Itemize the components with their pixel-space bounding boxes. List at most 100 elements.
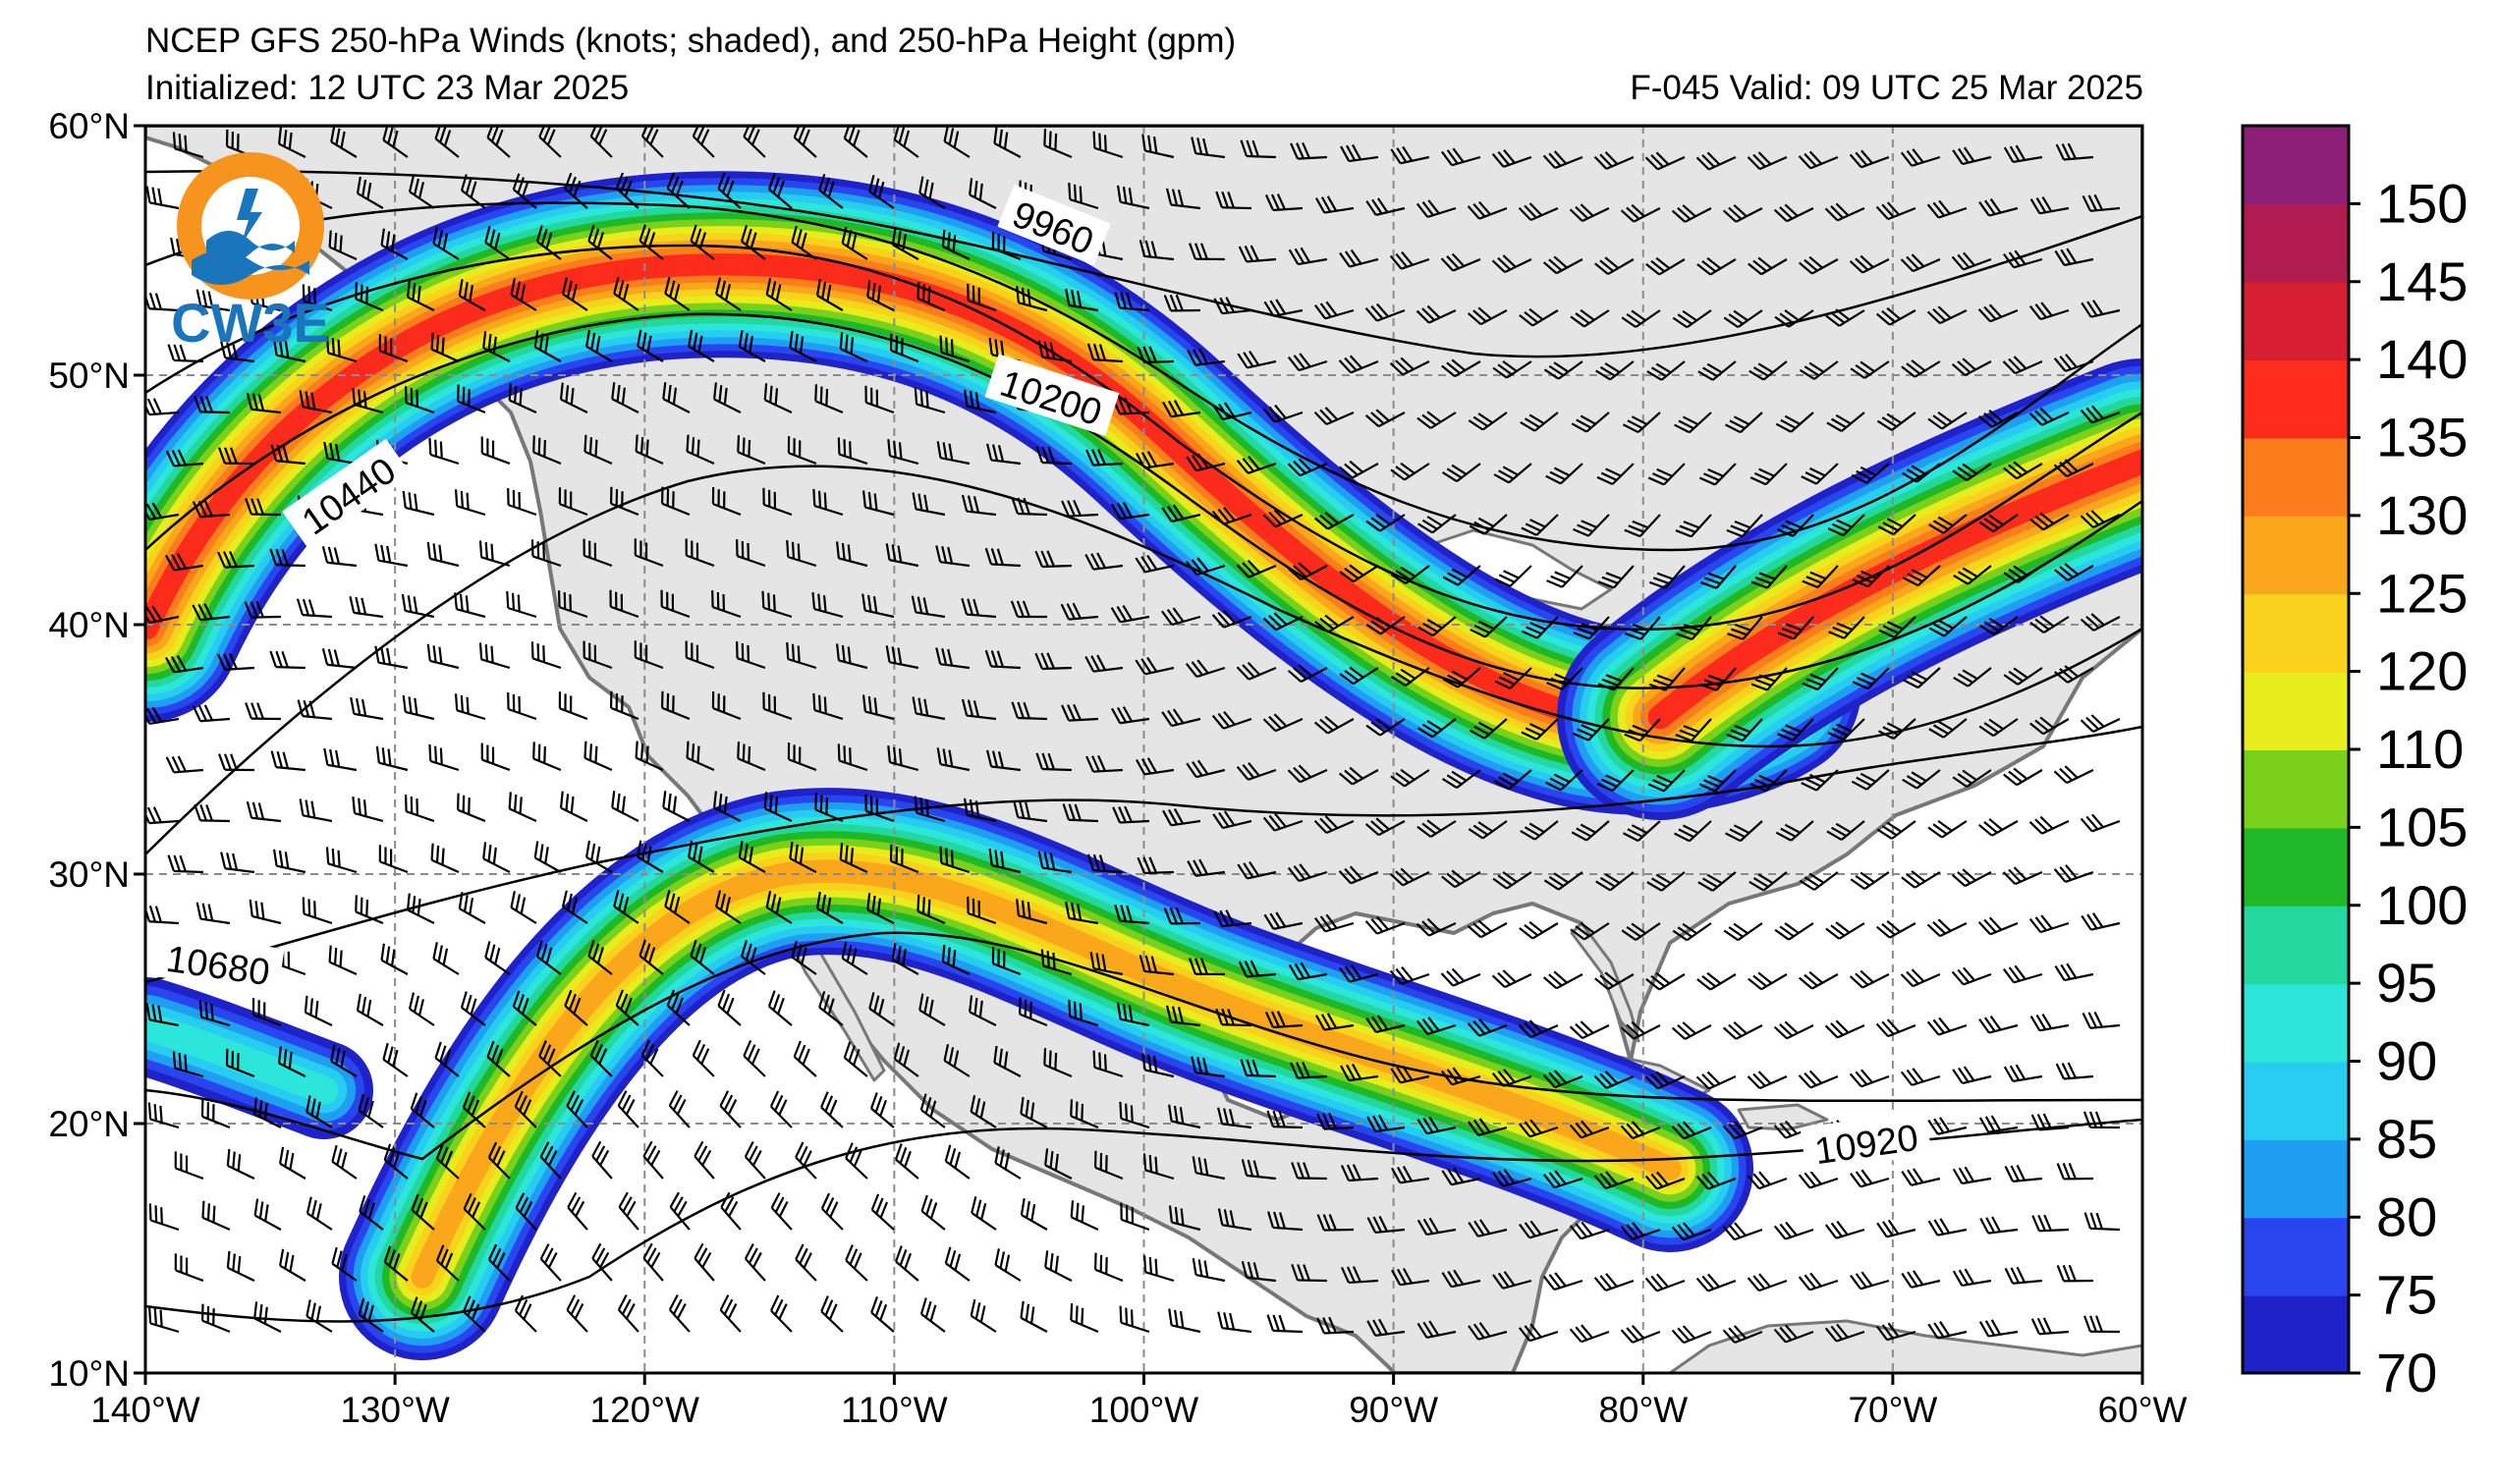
barb-feather — [866, 594, 872, 612]
barb-feather — [2040, 302, 2053, 317]
wind-barb — [1137, 346, 1174, 364]
barb-feather — [1325, 301, 1338, 316]
barb-feather — [512, 173, 521, 191]
barb-staff — [1323, 1228, 1354, 1232]
wind-barb — [538, 126, 562, 158]
wind-barb — [660, 690, 691, 721]
barb-feather — [666, 591, 669, 609]
barb-feather — [1084, 656, 1095, 673]
barb-feather — [583, 538, 585, 556]
barb-feather — [1978, 414, 1993, 428]
wind-barb — [558, 487, 588, 517]
wind-barb — [1926, 199, 1968, 219]
barb-feather — [815, 278, 821, 297]
barb-feather — [1932, 520, 1949, 530]
wind-barb — [482, 331, 511, 362]
barb-feather — [1023, 701, 1030, 719]
barb-feather — [1498, 676, 1516, 686]
height-contour — [145, 201, 2142, 552]
wind-barb — [2082, 193, 2121, 212]
barb-feather — [1978, 200, 1990, 217]
wind-barb — [664, 277, 691, 311]
barb-feather — [339, 235, 343, 252]
barb-feather — [381, 747, 386, 765]
barb-feather — [1774, 315, 1790, 328]
barb-feather — [985, 443, 993, 461]
barb-feather — [717, 489, 720, 507]
barb-feather — [563, 592, 567, 610]
barb-feather — [1314, 620, 1329, 633]
barb-feather — [288, 132, 293, 150]
barb-feather — [230, 447, 238, 465]
barb-feather — [893, 746, 897, 764]
wind-barb — [510, 278, 537, 311]
barb-feather — [1111, 503, 1122, 520]
barb-feather — [1748, 262, 1762, 276]
barb-feather — [1937, 720, 1954, 732]
barb-feather — [1750, 580, 1768, 589]
wind-barb — [434, 126, 460, 158]
barb-feather — [1236, 666, 1250, 681]
barb-feather — [1542, 154, 1556, 169]
barb-feather — [478, 540, 483, 558]
wind-barb — [382, 126, 409, 158]
barb-feather — [1988, 410, 2003, 422]
wind-barb — [885, 543, 919, 568]
barb-feather — [1370, 721, 1386, 734]
barb-feather — [849, 747, 852, 765]
barb-feather — [1805, 576, 1823, 584]
wind-barb — [1777, 616, 1814, 640]
barb-feather — [1402, 145, 1414, 162]
wind-barb — [1624, 718, 1661, 742]
barb-feather — [237, 134, 240, 151]
wind-barb — [1011, 701, 1047, 721]
barb-feather — [1172, 607, 1185, 623]
barb-feather — [1626, 312, 1641, 325]
barb-feather — [1655, 256, 1671, 270]
florida-peninsula — [1570, 921, 1640, 1043]
barb-feather — [1140, 658, 1152, 674]
colorbar-swatch — [2243, 126, 2349, 205]
barb-staff — [1272, 1329, 1303, 1334]
wind-barb — [1470, 616, 1508, 638]
wind-barb — [355, 282, 384, 312]
colorbar-tick-label: 80 — [2376, 1185, 2437, 1247]
barb-feather — [165, 756, 176, 773]
barb-feather — [1502, 254, 1517, 268]
barb-feather — [2060, 248, 2072, 265]
barb-feather — [660, 690, 664, 708]
barb-feather — [374, 645, 380, 663]
wind-barb — [1211, 710, 1252, 730]
wind-barb — [589, 126, 613, 158]
barb-feather — [1494, 577, 1511, 587]
barb-feather — [724, 284, 732, 302]
colorbar-swatch — [2243, 1294, 2349, 1374]
barb-feather — [1542, 261, 1558, 275]
wind-barb — [583, 538, 613, 568]
barb-feather — [2081, 302, 2092, 318]
wind-barb — [936, 747, 971, 772]
barb-feather — [1697, 370, 1714, 381]
barb-feather — [990, 548, 999, 566]
wind-barb — [1365, 197, 1406, 216]
wind-barb — [861, 490, 895, 517]
barb-feather — [1677, 206, 1692, 220]
wind-barb — [717, 172, 742, 209]
barb-feather — [1528, 413, 1545, 425]
barb-feather — [697, 335, 703, 354]
barb-feather — [327, 648, 335, 666]
barb-feather — [2029, 621, 2045, 634]
barb-feather — [1021, 287, 1026, 304]
wind-barb — [1339, 666, 1379, 686]
barb-feather — [866, 280, 871, 298]
barb-feather — [1067, 704, 1076, 721]
barb-feather — [490, 543, 494, 561]
barb-feather — [1247, 661, 1261, 676]
barb-feather — [1389, 254, 1403, 270]
barb-feather — [1441, 471, 1458, 483]
barb-feather — [716, 591, 720, 610]
barb-feather — [1983, 621, 2000, 632]
barb-feather — [871, 282, 876, 301]
wind-barb — [1191, 137, 1226, 159]
barb-feather — [1344, 769, 1359, 783]
